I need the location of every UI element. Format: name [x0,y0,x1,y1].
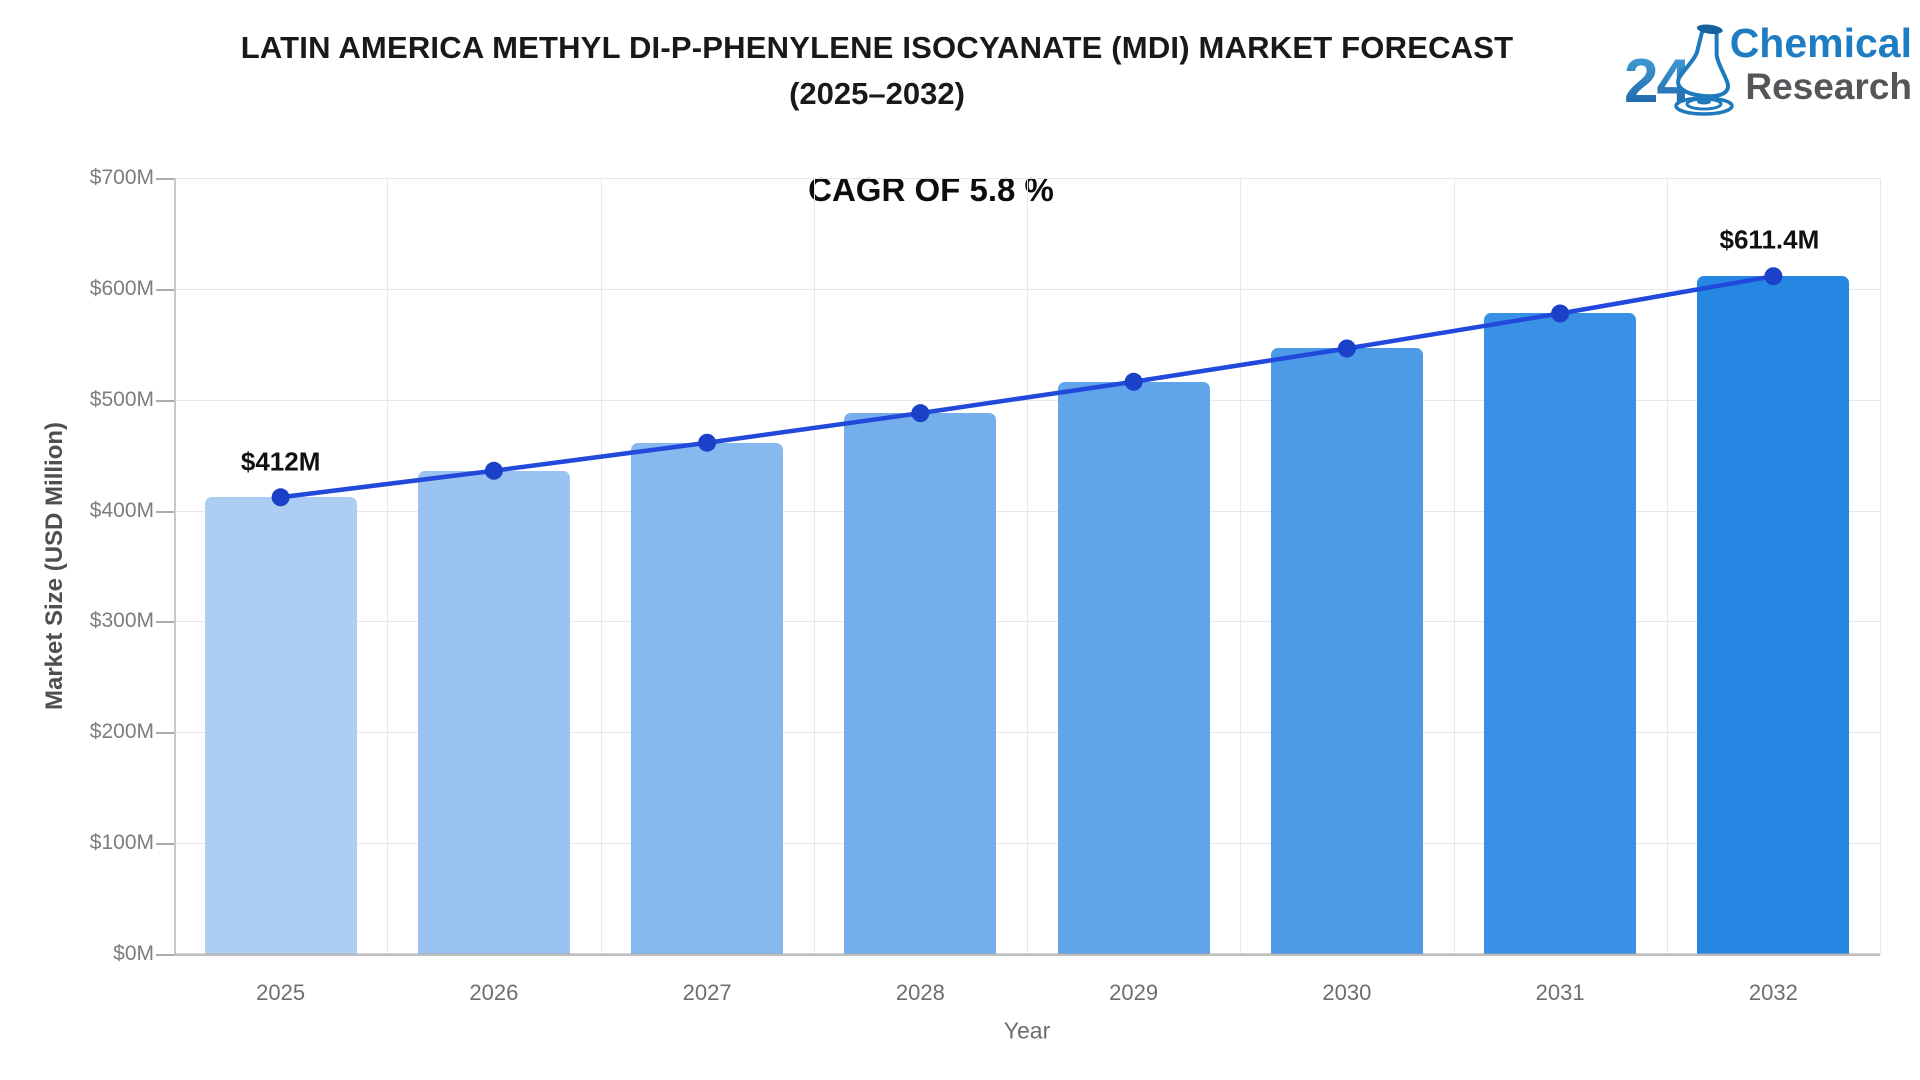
bar-2032 [1697,276,1850,954]
y-tick-mark [156,843,174,846]
x-axis-title: Year [1003,1017,1051,1044]
point-label-first: $412M [240,446,321,477]
chart-title: LATIN AMERICA METHYL DI-P-PHENYLENE ISOC… [0,30,1754,112]
x-gridline [387,178,389,954]
x-tick-label: 2026 [469,980,519,1005]
bar-2028 [844,413,997,954]
bar-2029 [1057,381,1210,954]
logo-flask-icon: 24 [1624,24,1734,116]
x-gridline [1880,178,1881,954]
y-tick-mark [156,510,174,513]
y-gridline [174,954,1880,956]
y-tick-label: $600M [89,276,154,300]
bar-2025 [204,497,357,954]
y-axis-line [174,178,176,954]
bar-2026 [417,470,570,954]
y-tick-label: $400M [89,498,154,522]
y-tick-label: $500M [89,387,154,411]
bar-2031 [1484,313,1637,954]
y-tick-mark [156,732,174,735]
chart-title-line2: (2025–2032) [789,76,965,111]
x-tick-label: 2031 [1535,980,1585,1005]
x-axis-baseline [174,953,1880,956]
x-gridline [813,178,815,954]
point-label-last: $611.4M [1719,224,1820,255]
y-tick-label: $100M [89,831,154,855]
x-gridline [1666,178,1668,954]
logo-word-chemical: Chemical [1729,20,1912,66]
x-tick-label: 2029 [1109,980,1159,1005]
y-tick-label: $0M [113,942,154,965]
x-tick-label: 2025 [256,980,306,1005]
y-tick-label: $700M [89,166,154,189]
cagr-annotation: CAGR OF 5.8 % [808,171,1054,208]
y-axis-title: Market Size (USD Million) [41,421,68,711]
chart-title-line1: LATIN AMERICA METHYL DI-P-PHENYLENE ISOC… [240,30,1514,65]
bar-2027 [631,442,784,954]
x-tick-label: 2027 [682,980,732,1005]
x-tick-label: 2030 [1322,980,1372,1005]
y-tick-label: $200M [89,720,154,744]
x-tick-label: 2032 [1748,980,1798,1005]
y-tick-label: $300M [89,609,154,633]
y-tick-mark [156,288,174,291]
y-tick-mark [156,954,174,956]
logo-word-research: Research [1745,66,1912,107]
y-tick-mark [156,399,174,402]
x-gridline [1453,178,1455,954]
x-gridline [600,178,602,954]
x-tick-label: 2028 [895,980,945,1005]
x-gridline [1240,178,1242,954]
bar-2030 [1270,348,1423,954]
y-tick-mark [156,621,174,624]
company-logo: 24 Chemical Research [1622,16,1914,120]
y-tick-mark [156,178,174,180]
x-gridline [1027,178,1028,954]
